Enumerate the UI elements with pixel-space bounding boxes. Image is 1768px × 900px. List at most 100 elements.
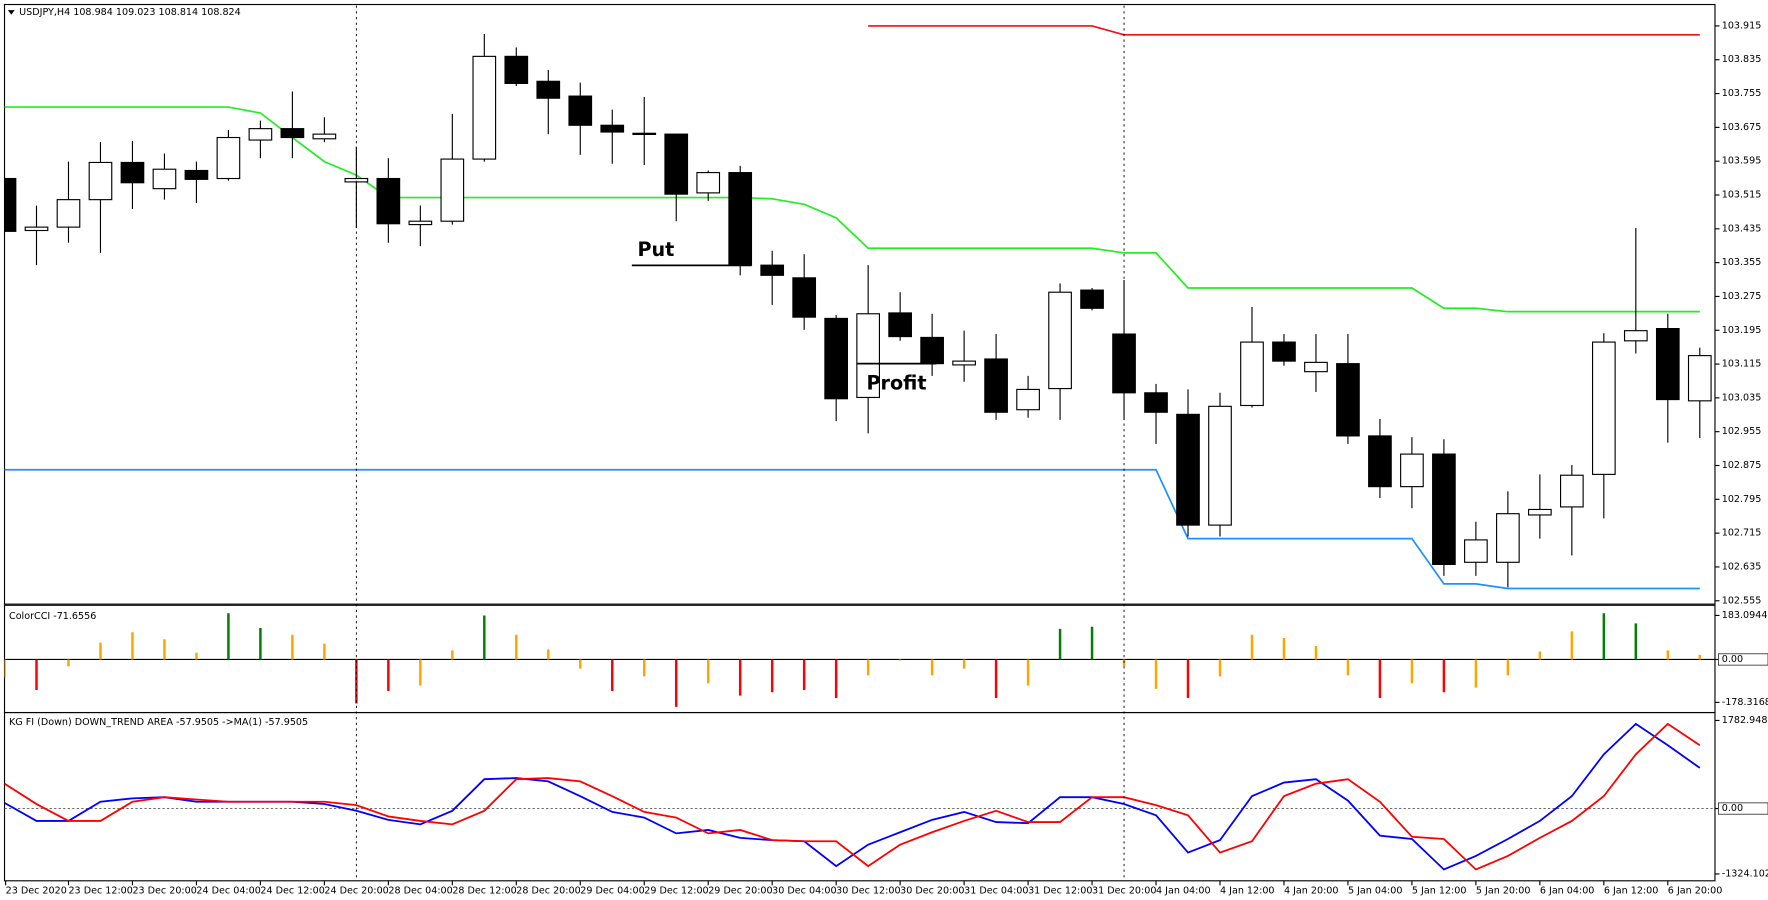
candle-body (216, 136, 241, 180)
x-tick-label: 30 Dec 12:00 (836, 885, 900, 896)
x-tick-label: 30 Dec 20:00 (900, 885, 964, 896)
candle-body (888, 312, 912, 338)
x-tick-label: 6 Jan 12:00 (1604, 885, 1659, 896)
candle-body (632, 132, 657, 135)
candle-body (1144, 392, 1168, 413)
candle-body (1496, 513, 1520, 563)
candle-body (408, 220, 433, 226)
candle-body (1368, 435, 1392, 488)
candle-body (248, 128, 273, 141)
fi-title: KG FI (Down) DOWN_TREND AREA -57.9505 ->… (9, 717, 308, 728)
candle-body (376, 177, 401, 225)
x-tick-label: 31 Dec 04:00 (964, 885, 1028, 896)
candle-body (1655, 327, 1680, 401)
y-tick-label: 103.435 (1722, 223, 1762, 234)
candle-body (1560, 474, 1584, 508)
symbol-title: USDJPY,H4 108.984 109.023 108.814 108.82… (19, 7, 241, 18)
candle-body (952, 360, 976, 366)
x-tick-label: 24 Dec 04:00 (196, 885, 260, 896)
fi-plot (4, 722, 1715, 871)
y-tick-label: 103.515 (1722, 189, 1762, 200)
candle-body (24, 226, 49, 232)
y-tick-label: 102.715 (1722, 528, 1762, 539)
cci-plot (4, 613, 1715, 707)
candle-body (536, 80, 561, 99)
axes: 102.555 102.635 102.715 102.795 102.875 102.9… (5, 5, 1768, 896)
candle-body (664, 133, 689, 195)
candle-body (1048, 291, 1072, 390)
candle-body (56, 199, 81, 228)
y-tick-label: 102.795 (1722, 494, 1762, 505)
candle-body (1016, 388, 1040, 411)
fi-line (4, 722, 1701, 871)
candle-body (600, 124, 625, 133)
candle-body (920, 336, 944, 365)
candle-body (88, 161, 113, 201)
y-tick-label: -178.3168 (1722, 697, 1768, 708)
candle-body (1528, 508, 1552, 516)
x-tick-label: 5 Jan 04:00 (1348, 885, 1403, 896)
candle-body (504, 55, 529, 84)
candle-body (1687, 355, 1712, 402)
candle-body (760, 264, 785, 276)
y-tick-label: 102.875 (1722, 460, 1762, 471)
x-tick-label: 28 Dec 04:00 (388, 885, 452, 896)
candle-body (152, 168, 177, 190)
candle-body (1623, 330, 1648, 342)
candle-body (312, 133, 337, 140)
candle-body (1464, 539, 1488, 563)
x-tick-label: 4 Jan 12:00 (1220, 885, 1275, 896)
x-tick-label: 24 Dec 12:00 (260, 885, 324, 896)
zero-label-box (1718, 653, 1768, 666)
y-tick-label: 102.955 (1722, 426, 1762, 437)
candle-body (728, 172, 753, 266)
candle-body (1400, 453, 1424, 488)
x-tick-label: 23 Dec 2020 (6, 885, 67, 896)
x-tick-label: 4 Jan 20:00 (1284, 885, 1339, 896)
x-tick-label: 4 Jan 04:00 (1156, 885, 1211, 896)
candle-body (1080, 289, 1104, 309)
x-tick-label: 28 Dec 20:00 (516, 885, 580, 896)
candle-body (792, 277, 817, 318)
y-tick-label: 0.00 (1722, 654, 1743, 665)
zero-label-box (1718, 802, 1768, 815)
y-tick-label: 0.00 (1722, 803, 1743, 814)
candle-body (696, 172, 721, 194)
menu-arrow[interactable] (7, 10, 15, 15)
candle-body (984, 358, 1008, 413)
y-tick-label: 103.915 (1722, 20, 1762, 31)
y-tick-label: 103.595 (1722, 156, 1762, 167)
y-tick-label: 102.555 (1722, 595, 1762, 606)
candle-body (568, 95, 593, 126)
x-tick-label: 29 Dec 20:00 (708, 885, 772, 896)
candle-body (472, 55, 497, 160)
x-tick-label: 5 Jan 20:00 (1476, 885, 1531, 896)
y-tick-label: 103.355 (1722, 257, 1762, 268)
candle-body (120, 161, 145, 184)
y-tick-label: 103.755 (1722, 88, 1762, 99)
x-tick-label: 29 Dec 12:00 (644, 885, 708, 896)
main-pane-frame (3, 3, 1716, 605)
cci-title: ColorCCI -71.6556 (9, 611, 96, 622)
fi-pane-frame (3, 711, 1716, 882)
profit-label: Profit (867, 371, 927, 394)
put-label: Put (637, 238, 674, 261)
y-tick-label: 103.275 (1722, 291, 1762, 302)
x-tick-label: 6 Jan 20:00 (1668, 885, 1723, 896)
x-tick-label: 23 Dec 20:00 (132, 885, 196, 896)
candle-body (856, 313, 880, 399)
candle-body (4, 177, 17, 232)
candle-body (440, 158, 465, 222)
candle-body (1432, 453, 1456, 565)
y-tick-label: 103.675 (1722, 122, 1762, 133)
indicator-line (868, 25, 1700, 36)
x-tick-label: 28 Dec 12:00 (452, 885, 516, 896)
x-tick-label: 31 Dec 12:00 (1028, 885, 1092, 896)
y-tick-label: 103.115 (1722, 359, 1762, 370)
candle-body (1591, 341, 1616, 475)
main-plot (4, 25, 1712, 590)
y-tick-label: 103.195 (1722, 325, 1762, 336)
candle-body (1176, 413, 1200, 526)
